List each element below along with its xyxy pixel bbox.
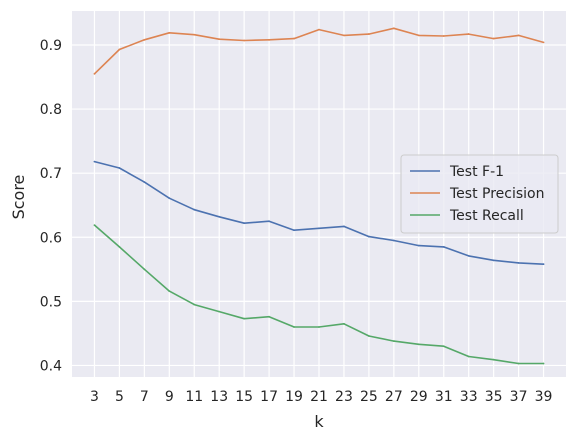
data-point-f1 <box>467 254 470 257</box>
data-point-precision <box>343 34 345 37</box>
data-point-f1 <box>218 215 221 218</box>
data-point-recall <box>517 362 520 365</box>
data-point-recall <box>318 326 320 328</box>
data-point-f1 <box>143 181 146 184</box>
data-point-f1 <box>417 244 420 247</box>
data-point-precision <box>417 34 420 37</box>
data-point-recall <box>93 224 96 226</box>
data-point-recall <box>417 343 420 346</box>
x-tick-label: 35 <box>485 389 503 405</box>
x-tick-label: 33 <box>460 389 478 405</box>
data-point-recall <box>467 355 470 358</box>
data-point-recall <box>367 335 370 337</box>
y-tick-label: 0.7 <box>40 166 62 182</box>
data-point-precision <box>243 39 246 42</box>
x-axis-label: k <box>314 412 324 431</box>
x-tick-label: 21 <box>310 389 328 405</box>
x-tick-label: 23 <box>335 389 353 405</box>
data-point-recall <box>442 345 445 348</box>
y-tick-label: 0.5 <box>40 294 62 310</box>
data-point-recall <box>193 303 196 306</box>
data-point-f1 <box>542 263 545 266</box>
data-point-precision <box>268 38 271 41</box>
data-point-f1 <box>392 239 395 242</box>
data-point-f1 <box>442 245 445 248</box>
x-tick-label: 13 <box>210 389 228 405</box>
data-point-f1 <box>118 167 121 169</box>
x-tick-label: 29 <box>410 389 428 405</box>
data-point-f1 <box>293 229 295 232</box>
x-tick-label: 11 <box>185 389 203 405</box>
data-point-f1 <box>93 160 96 163</box>
data-point-f1 <box>268 220 271 223</box>
data-point-precision <box>193 33 196 36</box>
data-point-recall <box>268 315 271 318</box>
x-tick-label: 37 <box>510 389 528 405</box>
data-point-precision <box>318 28 320 31</box>
x-tick-label: 25 <box>360 389 378 405</box>
data-point-precision <box>367 33 370 35</box>
legend: Test F-1 Test Precision Test Recall <box>400 154 559 234</box>
data-point-precision <box>143 38 146 41</box>
data-point-precision <box>492 37 495 40</box>
series-lines <box>93 27 545 365</box>
data-point-recall <box>218 310 221 313</box>
y-axis-label: Score <box>9 175 28 220</box>
x-tick-label: 27 <box>385 389 403 405</box>
data-point-f1 <box>343 225 345 228</box>
data-point-f1 <box>492 259 495 262</box>
y-tick-labels: 0.4 0.5 0.6 0.7 0.8 0.9 <box>40 38 62 374</box>
data-point-recall <box>293 326 295 328</box>
data-point-precision <box>293 37 295 40</box>
data-point-recall <box>343 322 345 325</box>
data-point-precision <box>118 48 121 51</box>
y-tick-label: 0.6 <box>40 230 62 246</box>
x-tick-label: 15 <box>235 389 253 405</box>
y-tick-label: 0.4 <box>40 358 62 374</box>
x-tick-label: 5 <box>115 389 124 405</box>
x-tick-label: 19 <box>285 389 303 405</box>
data-point-precision <box>168 31 171 34</box>
data-point-precision <box>542 41 545 44</box>
data-point-f1 <box>367 235 370 238</box>
data-point-recall <box>118 245 121 248</box>
legend-label-f1: Test F-1 <box>449 164 504 180</box>
x-tick-label: 9 <box>165 389 174 405</box>
x-tick-label: 7 <box>140 389 149 405</box>
data-point-precision <box>467 33 470 35</box>
legend-box <box>400 154 559 234</box>
x-tick-labels: 3 5 7 9 11 13 15 17 19 21 23 25 27 29 31 33 35 37 39 <box>90 389 552 405</box>
data-point-precision <box>517 34 520 37</box>
x-tick-label: 3 <box>90 389 99 405</box>
data-point-precision <box>392 27 395 30</box>
data-point-recall <box>168 290 171 293</box>
x-tick-label: 17 <box>260 389 278 405</box>
data-point-f1 <box>517 262 520 264</box>
data-point-precision <box>93 72 96 75</box>
data-point-recall <box>143 268 146 271</box>
legend-label-precision: Test Precision <box>449 186 545 202</box>
data-point-f1 <box>243 222 246 225</box>
legend-label-recall: Test Recall <box>449 208 524 224</box>
data-point-precision <box>218 38 221 41</box>
data-point-recall <box>542 362 545 365</box>
data-point-recall <box>492 358 495 361</box>
x-tick-label: 39 <box>535 389 553 405</box>
data-point-recall <box>392 340 395 343</box>
data-point-f1 <box>193 208 196 211</box>
data-point-f1 <box>168 197 171 200</box>
x-tick-label: 31 <box>435 389 453 405</box>
data-point-f1 <box>318 227 320 230</box>
y-tick-label: 0.9 <box>40 38 62 54</box>
y-tick-label: 0.8 <box>40 102 62 118</box>
data-point-precision <box>442 35 445 37</box>
data-point-recall <box>243 317 246 320</box>
